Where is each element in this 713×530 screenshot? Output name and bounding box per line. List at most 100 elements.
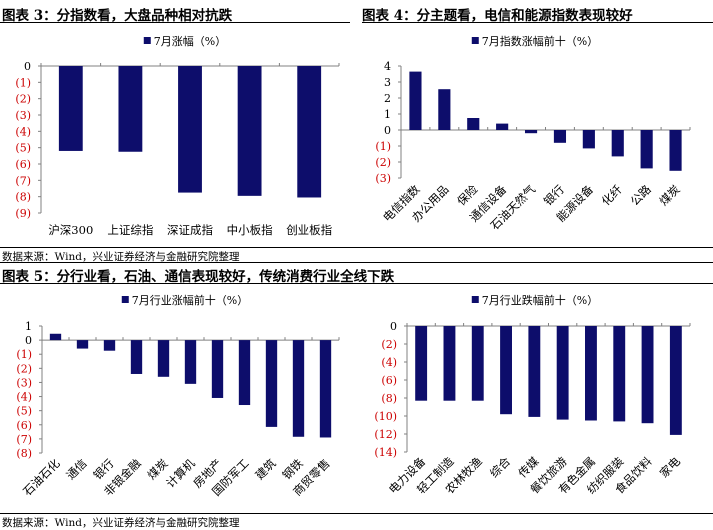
y-tick-label: 0 bbox=[25, 334, 32, 347]
bar bbox=[292, 340, 305, 437]
y-tick-label: (6) bbox=[15, 158, 31, 171]
x-tick-label: 煤炭 bbox=[657, 182, 683, 208]
y-tick-label: (2) bbox=[16, 362, 32, 375]
x-tick-label: 计算机 bbox=[163, 456, 198, 491]
y-tick-label: (3) bbox=[15, 109, 31, 122]
bar bbox=[297, 66, 322, 198]
y-tick-label: (6) bbox=[381, 374, 397, 387]
legend-swatch bbox=[471, 296, 479, 303]
bar bbox=[184, 340, 197, 384]
bar bbox=[178, 66, 202, 193]
bar bbox=[103, 340, 116, 351]
y-tick-label: 2 bbox=[384, 92, 391, 105]
bar bbox=[438, 89, 451, 130]
figure-4-title: 图表 4：分主题看，电信和能源指数表现较好 bbox=[362, 8, 633, 24]
x-tick-label: 家电 bbox=[657, 454, 684, 481]
bar bbox=[130, 340, 143, 374]
y-tick-label: (9) bbox=[15, 207, 31, 220]
chart-5: 7月行业涨幅前十（%） (8)(7)(6)(5)(4) (3)(2)(1)01 石油石… bbox=[16, 293, 340, 499]
bar bbox=[611, 130, 624, 157]
divider bbox=[0, 247, 713, 248]
divider bbox=[362, 22, 713, 23]
bar bbox=[265, 340, 278, 427]
bar bbox=[443, 326, 456, 401]
y-tick-label: (5) bbox=[15, 142, 31, 155]
chart-6: 7月行业跌幅前十（%）(14)(12)(10)(8)(6)(4)(2)0电力设备… bbox=[374, 293, 691, 497]
y-tick-label: 1 bbox=[25, 320, 32, 333]
y-tick-label: (12) bbox=[374, 428, 397, 441]
bar bbox=[76, 340, 89, 349]
chart-3: 7月涨幅（%） (9) (8) (7) (6) (5) (4) (3) (2) (1) 0 沪深300… bbox=[15, 35, 340, 237]
x-tick-label: 公路 bbox=[628, 182, 655, 209]
y-tick-label: (7) bbox=[15, 174, 31, 187]
bar bbox=[319, 340, 332, 438]
x-tick-label: 建筑 bbox=[252, 456, 279, 483]
y-tick-label: (1) bbox=[15, 76, 31, 89]
legend-label: 7月指数涨幅前十（%） bbox=[482, 34, 598, 48]
bar bbox=[669, 130, 682, 171]
bar bbox=[211, 340, 224, 398]
y-tick-label: (10) bbox=[374, 410, 397, 423]
source-note: 数据来源：Wind，兴业证券经济与金融研究院整理 bbox=[2, 251, 240, 263]
figure-3-title: 图表 3：分指数看，大盘品种相对抗跌 bbox=[2, 8, 233, 24]
bar bbox=[524, 130, 538, 134]
legend-swatch bbox=[121, 296, 129, 303]
x-tick-label: 通信 bbox=[63, 456, 89, 482]
y-tick-label: 0 bbox=[390, 320, 397, 333]
bar bbox=[613, 326, 626, 422]
y-tick-label: (4) bbox=[16, 391, 32, 404]
y-tick-label: (4) bbox=[15, 125, 31, 138]
bar bbox=[415, 326, 428, 401]
bar bbox=[553, 130, 567, 143]
y-tick-label: (2) bbox=[381, 338, 397, 351]
bar bbox=[528, 326, 541, 417]
bar bbox=[500, 326, 512, 415]
bar bbox=[669, 326, 682, 435]
legend-label: 7月涨幅（%） bbox=[154, 35, 226, 48]
bar bbox=[640, 130, 653, 169]
bar bbox=[58, 66, 83, 151]
x-tick-label: 中小板指 bbox=[227, 223, 273, 237]
y-tick-label: (1) bbox=[16, 348, 32, 361]
bar bbox=[471, 326, 484, 401]
bar bbox=[118, 66, 143, 152]
y-tick-label: (2) bbox=[15, 93, 31, 106]
y-tick-label: 0 bbox=[384, 124, 391, 137]
x-tick-label: 综合 bbox=[487, 454, 514, 481]
bar bbox=[49, 333, 62, 341]
x-tick-label: 上证综指 bbox=[107, 223, 153, 237]
x-tick-label: 创业板指 bbox=[286, 223, 332, 237]
bar bbox=[467, 118, 480, 130]
legend-swatch bbox=[143, 37, 151, 44]
divider bbox=[0, 283, 713, 284]
bar bbox=[157, 340, 170, 377]
y-tick-label: (4) bbox=[381, 356, 397, 369]
y-tick-label: (3) bbox=[16, 376, 32, 389]
bar bbox=[238, 340, 251, 406]
bar bbox=[641, 326, 654, 424]
legend-swatch bbox=[471, 37, 479, 44]
x-tick-label: 沪深300 bbox=[48, 223, 93, 237]
y-tick-label: 0 bbox=[24, 60, 31, 73]
legend-label: 7月行业跌幅前十（%） bbox=[482, 293, 598, 307]
x-tick-label: 化纤 bbox=[599, 182, 626, 209]
y-tick-label: 1 bbox=[384, 108, 391, 121]
divider bbox=[0, 262, 713, 263]
x-tick-label: 石油石化 bbox=[20, 456, 63, 499]
figure-5-title: 图表 5：分行业看，石油、通信表现较好，传统消费行业全线下跌 bbox=[2, 269, 395, 285]
divider bbox=[0, 513, 713, 514]
y-tick-label: (8) bbox=[15, 191, 31, 204]
x-tick-label: 深证成指 bbox=[167, 223, 213, 237]
y-tick-label: (1) bbox=[375, 140, 391, 153]
bar bbox=[582, 130, 595, 149]
legend-label: 7月行业涨幅前十（%） bbox=[132, 293, 248, 307]
y-tick-label: 3 bbox=[384, 76, 391, 89]
y-tick-label: 4 bbox=[384, 60, 391, 73]
bar bbox=[556, 326, 569, 420]
bar bbox=[585, 326, 597, 421]
bar bbox=[237, 66, 262, 196]
divider bbox=[0, 22, 350, 23]
y-tick-label: (8) bbox=[381, 392, 397, 405]
